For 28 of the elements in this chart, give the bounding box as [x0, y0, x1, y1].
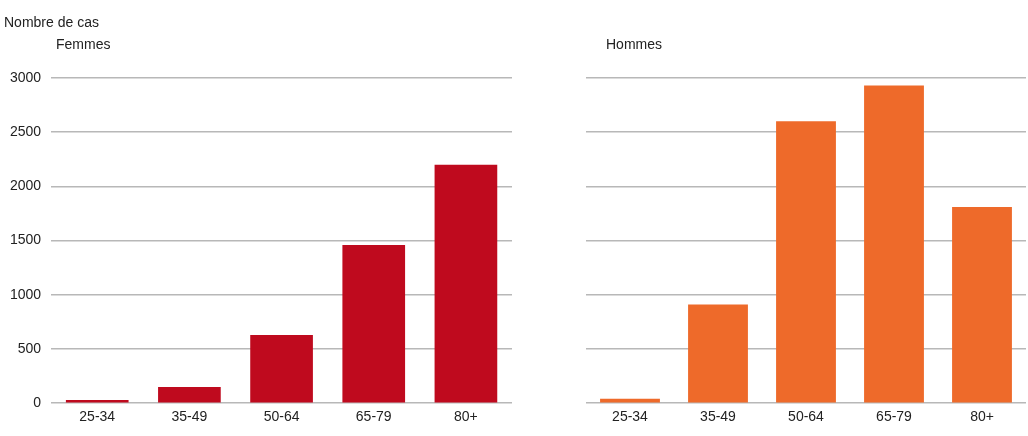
x-tick-label: 65-79: [876, 408, 913, 425]
y-axis-title: Nombre de cas: [4, 14, 99, 30]
chart-title: Hommes: [606, 36, 663, 52]
x-tick-label: 80+: [454, 408, 478, 425]
bar: [952, 207, 1012, 403]
bar: [688, 304, 748, 403]
bar: [250, 334, 313, 403]
bar: [434, 164, 498, 403]
x-tick-label: 25-34: [79, 408, 116, 425]
bar: [158, 386, 221, 403]
y-tick-label: 1000: [9, 285, 42, 302]
bar: [776, 121, 836, 403]
x-tick-label: 50-64: [263, 408, 300, 425]
x-tick-label: 80+: [970, 408, 994, 425]
chart-title: Femmes: [56, 36, 111, 52]
y-tick-label: 2500: [9, 123, 42, 140]
x-tick-label: 50-64: [788, 408, 825, 425]
y-tick-label: 500: [17, 339, 42, 356]
y-tick-label: 0: [33, 394, 42, 411]
x-tick-label: 35-49: [700, 408, 737, 425]
y-tick-label: 2000: [9, 177, 42, 194]
y-tick-label: 1500: [9, 231, 42, 248]
x-tick-label: 65-79: [355, 408, 392, 425]
x-tick-label: 35-49: [171, 408, 208, 425]
bar: [342, 244, 406, 403]
bar: [864, 85, 924, 403]
y-tick-label: 3000: [9, 68, 42, 85]
x-tick-label: 25-34: [612, 408, 649, 425]
